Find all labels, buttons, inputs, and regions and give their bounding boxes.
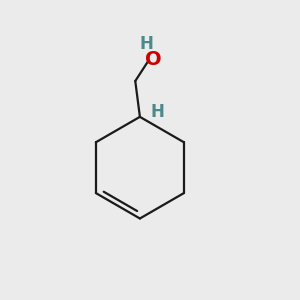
- Text: H: H: [150, 103, 164, 121]
- Text: H: H: [140, 35, 154, 53]
- Text: O: O: [146, 50, 162, 69]
